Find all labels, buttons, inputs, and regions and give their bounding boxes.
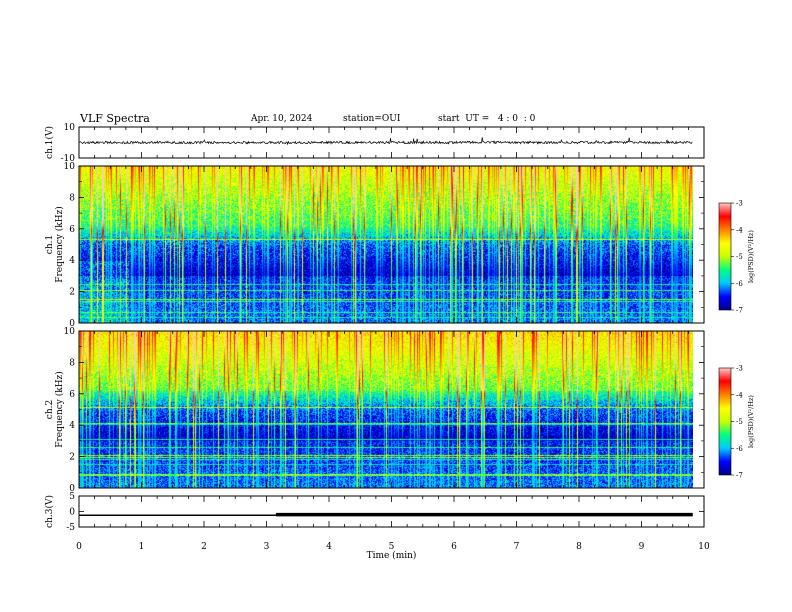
y-tick-label: 5 [69, 492, 75, 502]
y-axis-label-prefix: ch.1 [45, 235, 55, 254]
y-tick-label: 4 [69, 256, 75, 266]
x-tick-label: 9 [639, 542, 645, 552]
colorbar-tick-label: -6 [736, 445, 743, 453]
x-tick-label: 4 [326, 542, 332, 552]
x-tick-label: 2 [201, 542, 207, 552]
y-axis-label-group: ch.1(V) [44, 126, 55, 159]
colorbar-tick-label: -4 [736, 391, 743, 399]
y-tick-label: 0 [69, 319, 75, 329]
x-tick-label: 6 [451, 542, 457, 552]
y-tick-label: 10 [64, 327, 76, 337]
y-tick-label: -10 [61, 154, 76, 164]
colorbar-tick-label: -4 [736, 226, 743, 234]
y-axis-label: Frequency (kHz) [54, 206, 65, 283]
y-axis-label-group: ch.2 Frequency (kHz) [45, 371, 65, 448]
colorbar-tick-label: -3 [736, 365, 743, 373]
y-axis-label: ch.3(V) [44, 495, 55, 528]
x-tick-label: 3 [264, 542, 270, 552]
y-tick-label: 2 [69, 288, 75, 298]
y-tick-label: 8 [69, 358, 75, 368]
y-axis-label: Frequency (kHz) [54, 371, 65, 448]
y-axis-label-group: ch.1 Frequency (kHz) [45, 206, 65, 283]
colorbar-label: log(PSD)(V²/Hz) [747, 230, 755, 283]
colorbar-tick-label: -7 [736, 472, 743, 480]
colorbar-1 [718, 202, 732, 311]
y-tick-label: 6 [69, 225, 75, 235]
x-tick-label: 1 [139, 542, 145, 552]
x-tick-label: 10 [698, 542, 710, 552]
y-tick-label: 8 [69, 193, 75, 203]
colorbar-label: log(PSD)(V²/Hz) [747, 395, 755, 448]
y-tick-label: 6 [69, 390, 75, 400]
y-tick-label: 4 [69, 421, 75, 431]
x-tick-label: 5 [389, 542, 395, 552]
date-label: Apr. 10, 2024 [251, 114, 313, 124]
ch1-voltage-trace [78, 137, 693, 146]
y-tick-label: 2 [69, 453, 75, 463]
y-tick-label: 10 [64, 162, 76, 172]
y-axis-label-group: ch.3(V) [44, 495, 55, 528]
colorbar-tick-label: -3 [736, 200, 743, 208]
y-axis-label: ch.1(V) [44, 126, 55, 159]
colorbar-2 [718, 367, 732, 476]
colorbar-tick-label: -5 [736, 253, 743, 261]
start-time-label: start UT = 4 : 0 : 0 [438, 114, 536, 124]
colorbar-tick-label: -5 [736, 418, 743, 426]
y-tick-label: -5 [66, 523, 75, 533]
spectrogram-image-1 [79, 166, 693, 323]
colorbar-label-group: log(PSD)(V²/Hz) [747, 230, 755, 283]
y-tick-label: 0 [69, 508, 75, 518]
x-tick-label: 8 [576, 542, 582, 552]
x-tick-label: 7 [514, 542, 520, 552]
colorbar-tick-label: -7 [736, 307, 743, 315]
station-label: station=OUI [343, 114, 401, 124]
y-tick-label: 0 [69, 484, 75, 494]
x-tick-label: 0 [76, 542, 82, 552]
y-tick-label: 10 [64, 123, 76, 133]
figure-title: VLF Spectra [80, 112, 150, 125]
y-axis-label-prefix: ch.2 [45, 400, 55, 419]
colorbar-label-group: log(PSD)(V²/Hz) [747, 395, 755, 448]
colorbar-tick-label: -6 [736, 280, 743, 288]
spectrogram-image-2 [79, 331, 693, 488]
x-axis-label: Time (min) [367, 550, 417, 561]
